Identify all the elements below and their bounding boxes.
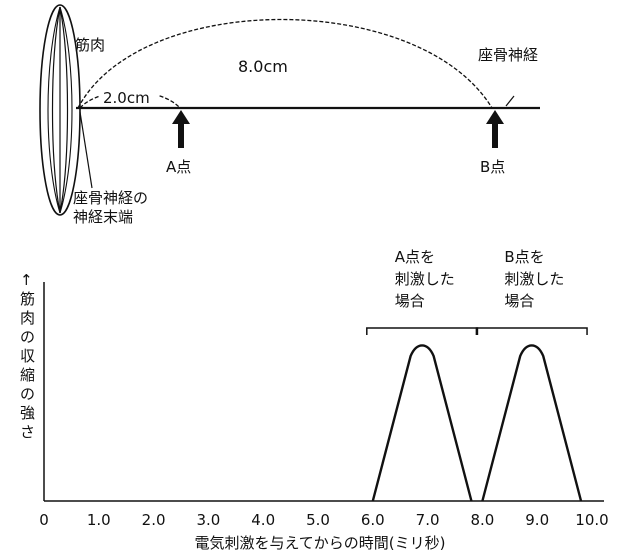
- distance-short-label: 2.0cm: [103, 89, 150, 107]
- muscle-nerve-diagram: 筋肉 座骨神経 8.0cm 2.0cm A点 B点 座骨神経の 神経末端: [39, 4, 540, 226]
- x-tick-label: 0: [39, 511, 49, 529]
- nerve-end-label-1: 座骨神経の: [73, 189, 148, 207]
- series-bracket: [366, 327, 479, 335]
- x-tick-label: 5.0: [306, 511, 330, 529]
- arc-short-label-bg: [100, 88, 158, 105]
- series-label-line: A点を: [395, 248, 435, 266]
- nerve-label: 座骨神経: [478, 46, 538, 64]
- x-tick-label: 8.0: [470, 511, 494, 529]
- series-label-line: 刺激した: [504, 270, 564, 288]
- point-a-arrow: [172, 110, 190, 148]
- x-tick-label: 4.0: [251, 511, 275, 529]
- nerve-end-leader: [79, 111, 93, 189]
- x-tick-label: 6.0: [361, 511, 385, 529]
- series-label-line: 場合: [504, 292, 534, 310]
- distance-arc-total: [77, 18, 493, 109]
- x-tick-label: 1.0: [87, 511, 111, 529]
- x-axis-label: 電気刺激を与えてからの時間(ミリ秒): [195, 534, 446, 552]
- series-bracket: [475, 327, 588, 335]
- x-tick-label: 3.0: [196, 511, 220, 529]
- x-tick-label: 2.0: [142, 511, 166, 529]
- series-label-line: B点を: [504, 248, 544, 266]
- arc-label-bg: [233, 56, 307, 76]
- point-b-label: B点: [480, 158, 505, 176]
- series-curve: [481, 344, 583, 502]
- y-axis-label: ↑筋肉の収縮の強さ: [20, 271, 35, 441]
- series-curve: [371, 344, 473, 502]
- point-b-arrow: [486, 110, 504, 148]
- distance-arc-short: [79, 90, 181, 109]
- series-label-line: 場合: [395, 292, 425, 310]
- point-a-label: A点: [166, 158, 191, 176]
- series-label-line: 刺激した: [395, 270, 455, 288]
- x-tick-labels: 0 1.0 2.0 3.0 4.0 5.0 6.0 7.0 8.0 9.0 10.0: [39, 511, 608, 529]
- x-tick-label: 10.0: [575, 511, 608, 529]
- x-tick-label: 9.0: [525, 511, 549, 529]
- chart: ↑筋肉の収縮の強さ 電気刺激を与えてからの時間(ミリ秒) 0 1.0 2.0 3.0 4…: [20, 248, 609, 552]
- nerve-end-label-2: 神経末端: [73, 208, 133, 226]
- muscle-label: 筋肉: [75, 36, 105, 54]
- x-tick-label: 7.0: [416, 511, 440, 529]
- muscle-shape: [39, 4, 81, 216]
- nerve-leader-line: [505, 95, 515, 107]
- distance-total-label: 8.0cm: [238, 57, 288, 76]
